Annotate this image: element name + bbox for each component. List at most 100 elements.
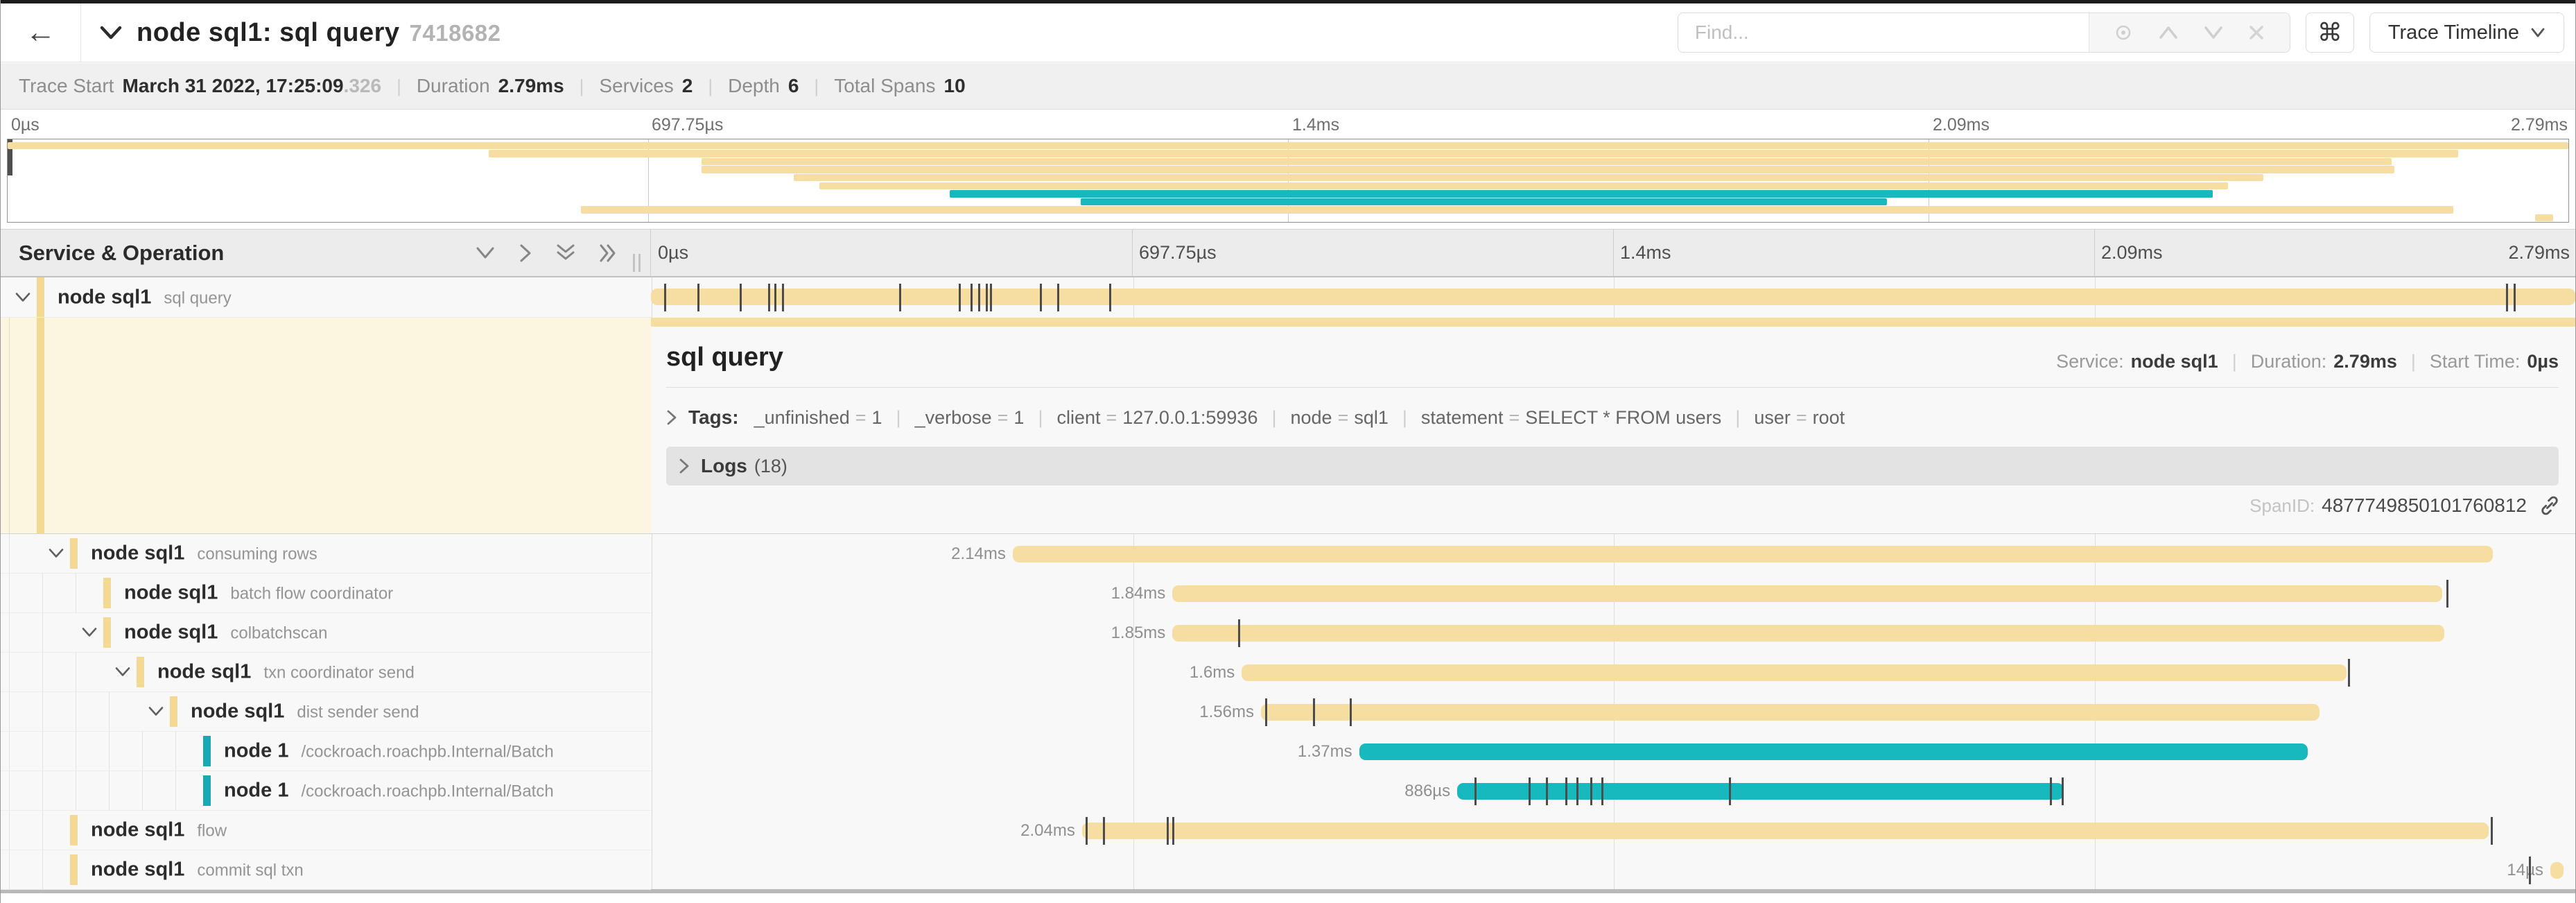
find-clear-icon[interactable] [2247,24,2265,42]
tag-separator: | [1271,406,1277,428]
tree-indent-guide [42,732,43,771]
span-row: node sql1 sql query [1,277,2575,318]
minimap-canvas[interactable] [7,139,2569,223]
span-bar[interactable] [1081,823,2489,839]
find-next-icon[interactable] [2203,25,2224,40]
info-label: Trace Start [19,75,114,96]
span-bar[interactable] [1242,664,2347,681]
span-tree-item[interactable]: node sql1 dist sender send [1,692,651,732]
service-operation-title: Service & Operation [19,240,225,265]
tag-equals: = [1337,406,1349,428]
span-collapse-chevron-icon[interactable] [114,666,131,678]
back-button[interactable]: ← [1,3,81,62]
span-operation-name: sql query [164,289,232,307]
info-label: Depth [728,75,780,96]
tag-key: _unfinished [754,406,850,428]
span-tree-item[interactable]: node sql1 consuming rows [1,534,651,574]
span-bar[interactable] [1260,704,2320,721]
tags-row[interactable]: Tags: _unfinished = 1 | _verbose = 1 | client = 12… [666,399,2559,436]
find-prev-icon[interactable] [2158,25,2179,40]
find-input[interactable] [1678,13,2089,52]
span-operation-name: /cockroach.roachpb.Internal/Batch [301,742,554,762]
locate-icon[interactable] [2113,22,2134,43]
command-icon: ⌘ [2317,18,2342,46]
span-collapse-chevron-icon[interactable] [48,548,64,560]
keyboard-shortcuts-button[interactable]: ⌘ [2305,12,2354,53]
span-detail-meta: Service: node sql1 | Duration: 2.79ms | St… [2056,351,2559,372]
span-tree-item[interactable]: node 1/cockroach.roachpb.Internal/Batch [1,732,651,771]
minimap-span-bar [581,206,2453,214]
deep-link-icon[interactable] [2538,494,2561,517]
log-marker [2348,659,2351,687]
span-bar[interactable] [1172,585,2443,602]
ruler-tick-label: 0µs [658,242,689,263]
minimap-span-bar [2534,214,2553,222]
tag-item: client = 127.0.0.1:59936 [1056,407,1257,428]
span-tree-item[interactable]: node 1/cockroach.roachpb.Internal/Batch [1,771,651,811]
info-separator: | [397,75,401,96]
view-dropdown-button[interactable]: Trace Timeline [2369,12,2564,53]
span-service-name: node sql1 commit sql txn [91,858,304,881]
tree-indent-guide [9,811,10,850]
span-bar[interactable] [1457,783,2064,800]
span-color-accent [137,657,144,687]
duration-label: Duration: [2250,351,2327,372]
info-value: March 31 2022, 17:25:09 [122,75,344,96]
span-row-lane: 2.04ms [651,811,2575,850]
logs-count: (18) [754,455,787,476]
span-operation-name: consuming rows [197,544,317,564]
log-marker [1565,777,1567,805]
column-resize-handle[interactable] [633,254,641,272]
trace-info-item: Trace Start March 31 2022, 17:25:09.326 [19,75,381,97]
span-service-name: node 1/cockroach.roachpb.Internal/Batch [224,779,554,802]
span-tree-item[interactable]: node sql1 txn coordinator send [1,653,651,692]
tag-item: _unfinished = 1 [754,407,882,428]
span-tree-item[interactable]: node sql1 batch flow coordinator [1,574,651,613]
collapse-all-chevron-down-icon[interactable] [476,246,495,260]
log-marker [1474,777,1477,805]
minimap-span-bar [702,157,2392,166]
span-collapse-chevron-icon[interactable] [15,291,31,303]
tag-value: SELECT * FROM users [1525,406,1722,428]
span-bar[interactable] [1359,743,2308,760]
minimap-span-bar [8,141,2568,149]
span-operation-name: /cockroach.roachpb.Internal/Batch [301,782,554,801]
back-arrow-icon: ← [25,15,56,49]
tag-key: _verbose [914,406,992,428]
log-marker [1312,698,1315,726]
tree-indent-guide [9,574,10,612]
span-id-value: 4877749850101760812 [2322,495,2527,516]
collapse-all-chevron-right-icon[interactable] [519,243,532,263]
log-marker [1172,817,1175,845]
tag-item: user = root [1754,407,1845,428]
tags-label: Tags: [688,406,739,428]
tag-key: statement [1420,406,1504,428]
logs-row[interactable]: Logs (18) [666,447,2559,485]
span-tree-item[interactable]: node sql1 sql query [1,277,651,318]
minimap-span-bar [794,173,2264,182]
tree-indent-guide [42,811,43,850]
span-tree-item[interactable]: node sql1 flow [1,811,651,850]
span-bar[interactable] [1012,546,2493,562]
ruler-tick-label: 697.75µs [1139,242,1217,263]
minimap-span-bar [819,182,2228,189]
span-bar[interactable] [651,289,2575,305]
span-bar[interactable] [1172,625,2445,642]
span-tree-item[interactable]: node sql1 colbatchscan [1,613,651,653]
log-marker [1086,817,1088,845]
double-chevron-down-icon[interactable] [556,243,575,263]
span-color-accent [203,736,211,766]
collapse-trace-chevron-icon[interactable] [99,24,123,41]
span-color-accent [70,854,78,885]
span-id-label: SpanID: [2249,495,2315,516]
span-collapse-chevron-icon[interactable] [148,706,164,718]
double-chevron-right-icon[interactable] [599,243,618,263]
span-collapse-chevron-icon[interactable] [81,627,98,639]
minimap-drag-handle[interactable] [8,139,12,175]
trace-info-item: Services 2 [599,75,693,97]
log-marker [2514,284,2516,311]
span-tree-item[interactable]: node sql1 commit sql txn [1,850,651,890]
log-marker [1237,619,1240,647]
span-bar[interactable] [2550,862,2564,879]
ruler-tick-label: 1.4ms [1620,242,1671,263]
